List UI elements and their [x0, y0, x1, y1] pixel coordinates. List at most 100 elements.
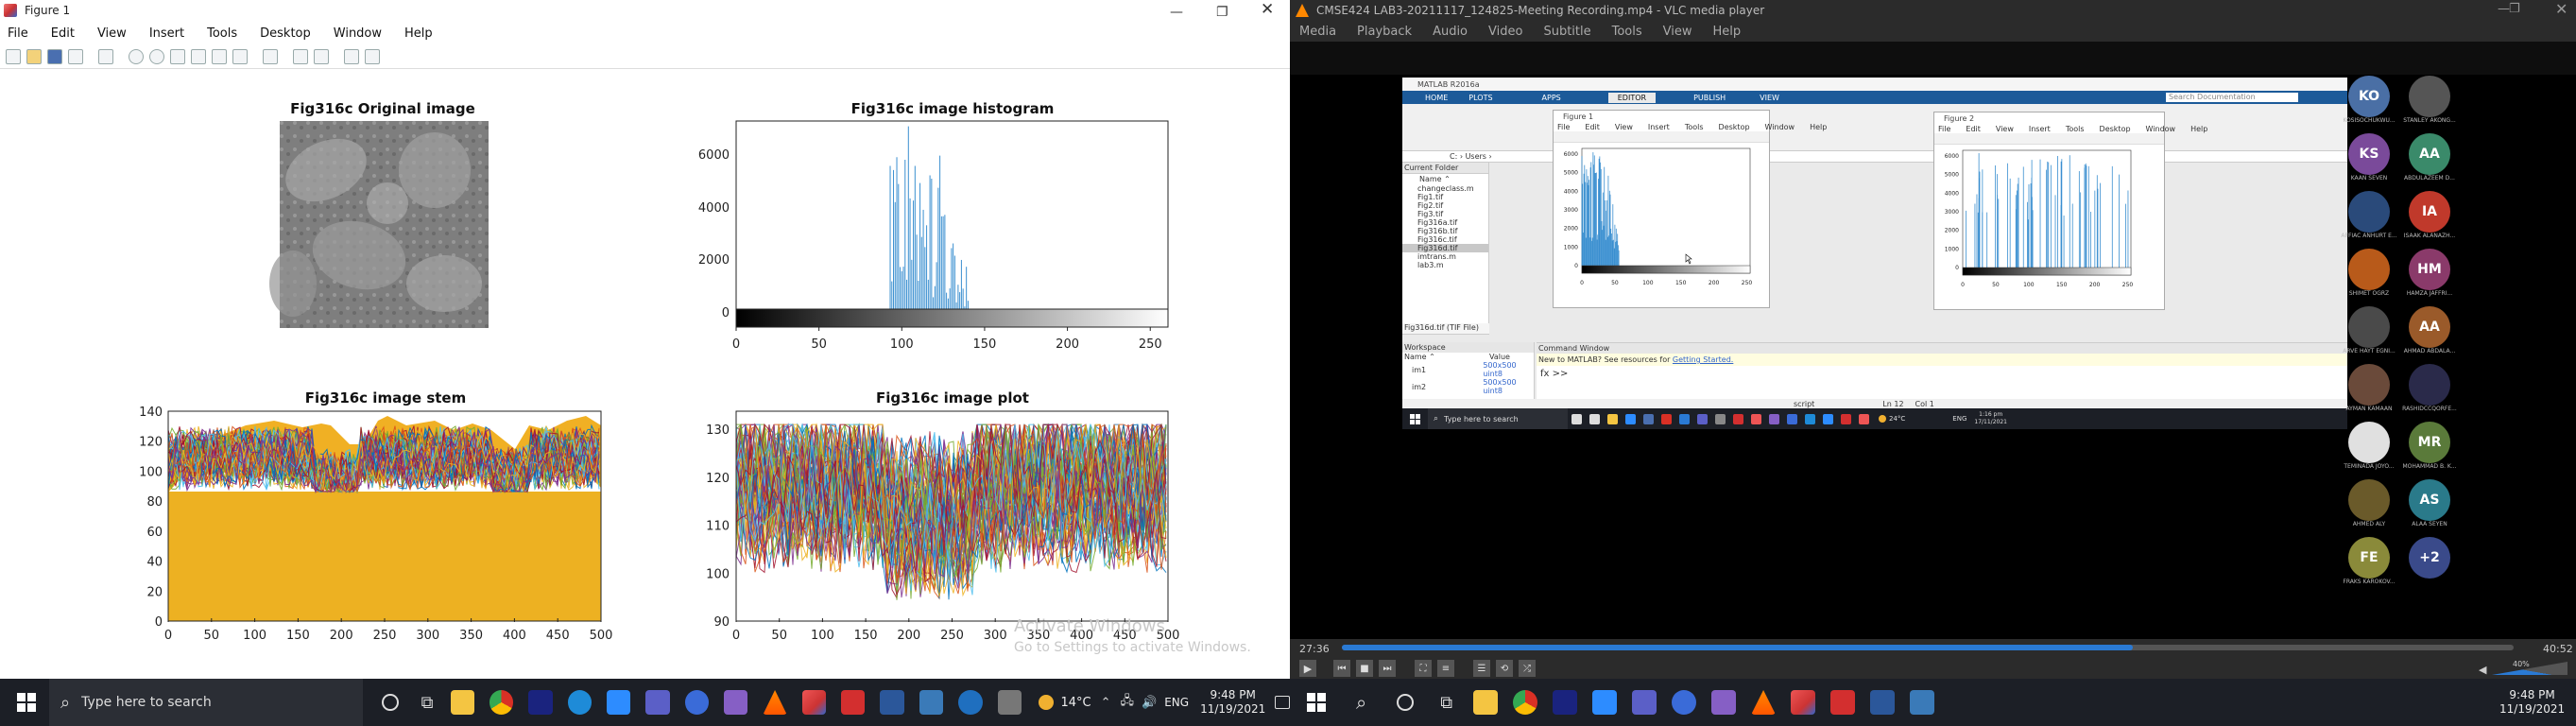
- volume-slider[interactable]: [2492, 662, 2567, 675]
- inner-fig-menu-item[interactable]: View: [1995, 124, 2014, 133]
- weather-temp[interactable]: 14°C: [1060, 695, 1091, 710]
- print-icon[interactable]: [68, 49, 83, 64]
- participant-tile[interactable]: AHMED ALY: [2339, 479, 2399, 527]
- windows-start-icon-2[interactable]: [1307, 693, 1326, 712]
- inner-taskbar-app-icon[interactable]: [1661, 413, 1672, 424]
- file-explorer-icon[interactable]: [1473, 690, 1499, 715]
- vlc-menu-playback[interactable]: Playback: [1357, 24, 1413, 39]
- command-window[interactable]: Command Window New to MATLAB? See resour…: [1537, 342, 2347, 399]
- browser-icon[interactable]: [684, 690, 710, 715]
- inner-fig-menu-item[interactable]: Edit: [1585, 122, 1600, 131]
- network-icon[interactable]: 🖧: [1120, 694, 1135, 708]
- task-view-icon-2[interactable]: ⧉: [1440, 692, 1453, 713]
- close-button[interactable]: ✕: [1261, 0, 1275, 19]
- tray-chevron-icon[interactable]: ⌃: [1100, 695, 1111, 710]
- ws-name-col[interactable]: Name ⌃: [1404, 353, 1435, 361]
- help-icon[interactable]: [958, 690, 983, 715]
- inner-taskbar-app-icon[interactable]: [1787, 413, 1797, 424]
- inner-search-box[interactable]: Search Documentation: [2166, 93, 2298, 102]
- legend-icon[interactable]: [314, 49, 329, 64]
- teams-icon[interactable]: [645, 690, 670, 715]
- inner-taskbar-app-icon[interactable]: [1715, 413, 1726, 424]
- edge-icon[interactable]: [567, 690, 592, 715]
- volume-speaker-icon[interactable]: ◀: [2479, 664, 2487, 676]
- ws-var-row[interactable]: im2 500x500 uint8: [1402, 378, 1534, 395]
- inner-taskbar-app-icon[interactable]: [1607, 413, 1618, 424]
- save-icon[interactable]: [47, 49, 62, 64]
- file-item[interactable]: Fig316c.tif: [1417, 235, 1457, 244]
- word-icon[interactable]: [880, 690, 904, 715]
- stop-button[interactable]: ■: [1356, 660, 1373, 677]
- browser-icon[interactable]: [1672, 690, 1697, 715]
- inner-fig-menu-item[interactable]: Tools: [2065, 124, 2085, 133]
- vlc-menu-view[interactable]: View: [1662, 24, 1692, 39]
- task-view-icon[interactable]: ⧉: [421, 692, 434, 713]
- volume-icon[interactable]: 🔊: [1142, 695, 1158, 710]
- word-icon[interactable]: [1870, 690, 1896, 715]
- seek-bar[interactable]: [1342, 645, 2514, 650]
- data-cursor-icon[interactable]: [212, 49, 227, 64]
- fullscreen-button[interactable]: ⛶: [1415, 660, 1432, 677]
- figure-title-bar[interactable]: Figure 1: [0, 0, 1290, 21]
- menu-tools[interactable]: Tools: [207, 26, 238, 41]
- app-blue-icon[interactable]: [919, 690, 944, 715]
- vlc-maximize-button[interactable]: ❐: [2509, 2, 2520, 16]
- vlc-close-button[interactable]: ✕: [2555, 0, 2568, 18]
- tab-publish[interactable]: PUBLISH: [1693, 93, 1726, 102]
- inner-taskbar-app-icon[interactable]: [1625, 413, 1636, 424]
- inner-fig-menu-item[interactable]: Insert: [2028, 124, 2051, 133]
- app-icon[interactable]: [1553, 690, 1578, 715]
- windows-start-icon[interactable]: [17, 693, 36, 712]
- inner-fig-menu-item[interactable]: Help: [1810, 122, 1828, 131]
- inner-fig-menu-item[interactable]: Edit: [1966, 124, 1981, 133]
- extended-settings-button[interactable]: ≡: [1437, 660, 1454, 677]
- pointer-icon[interactable]: [98, 49, 113, 64]
- participant-tile[interactable]: HM HAMZA JAFFRI...: [2399, 249, 2460, 297]
- new-figure-icon[interactable]: [6, 49, 21, 64]
- inner-taskbar-app-icon[interactable]: [1571, 413, 1582, 424]
- tab-apps[interactable]: APPS: [1541, 93, 1561, 102]
- tab-home[interactable]: HOME: [1425, 93, 1449, 102]
- participant-tile[interactable]: ARVE HAYT EGNI...: [2339, 306, 2399, 354]
- inner-taskbar-app-icon[interactable]: [1841, 413, 1851, 424]
- inner-fig-menu-item[interactable]: Window: [2145, 124, 2176, 133]
- minimize-button[interactable]: —: [1170, 5, 1183, 20]
- vlc-title-bar[interactable]: CMSE424 LAB3-20211117_124825-Meeting Rec…: [1290, 0, 2576, 21]
- pan-icon[interactable]: [170, 49, 185, 64]
- inner-fig-menu-item[interactable]: Insert: [1647, 122, 1670, 131]
- inner-search-taskbar[interactable]: ⌕ Type here to search: [1428, 408, 1568, 429]
- maximize-button[interactable]: ❐: [1216, 5, 1228, 20]
- participant-tile[interactable]: KO KOSISOCHUKWU...: [2339, 76, 2399, 124]
- brush-icon[interactable]: [232, 49, 248, 64]
- play-button[interactable]: ▶: [1299, 660, 1316, 677]
- zoom-icon[interactable]: [606, 690, 631, 715]
- vlc-minimize-button[interactable]: —: [2498, 2, 2510, 16]
- participant-tile[interactable]: +2: [2399, 537, 2460, 579]
- getting-started-link[interactable]: Getting Started.: [1672, 355, 1734, 364]
- menu-view[interactable]: View: [96, 26, 127, 41]
- menu-window[interactable]: Window: [333, 26, 383, 41]
- loop-button[interactable]: ⟲: [1496, 660, 1513, 677]
- zoom-out-icon[interactable]: [149, 49, 164, 64]
- chrome-icon[interactable]: [1513, 690, 1538, 715]
- rotate-icon[interactable]: [191, 49, 206, 64]
- vlc-taskbar-icon[interactable]: [1751, 690, 1777, 715]
- inner-fig-menu-item[interactable]: Help: [2190, 124, 2208, 133]
- vlc-menu-media[interactable]: Media: [1299, 24, 1337, 39]
- inner-fig-menu-item[interactable]: View: [1614, 122, 1633, 131]
- app-icon[interactable]: [528, 690, 553, 715]
- file-explorer-icon[interactable]: [450, 690, 474, 715]
- zoom-in-icon[interactable]: [129, 49, 144, 64]
- menu-help[interactable]: Help: [404, 26, 433, 41]
- file-item[interactable]: Fig3.tif: [1417, 210, 1444, 218]
- shuffle-button[interactable]: ⤮: [1519, 660, 1536, 677]
- vlc-menu-help[interactable]: Help: [1712, 24, 1742, 39]
- taskbar-clock-2[interactable]: 9:48 PM 11/19/2021: [2499, 688, 2565, 717]
- participant-tile[interactable]: FE FRAKS KAROKOV...: [2339, 537, 2399, 585]
- cortana-icon-2[interactable]: [1397, 694, 1415, 711]
- vlc-taskbar-icon[interactable]: [763, 690, 787, 715]
- vlc-menu-video[interactable]: Video: [1488, 24, 1523, 39]
- participant-tile[interactable]: AFFIAC ANHURT E...: [2339, 191, 2399, 239]
- inner-fig-menu-item[interactable]: Tools: [1684, 122, 1704, 131]
- inner-taskbar-app-icon[interactable]: [1733, 413, 1743, 424]
